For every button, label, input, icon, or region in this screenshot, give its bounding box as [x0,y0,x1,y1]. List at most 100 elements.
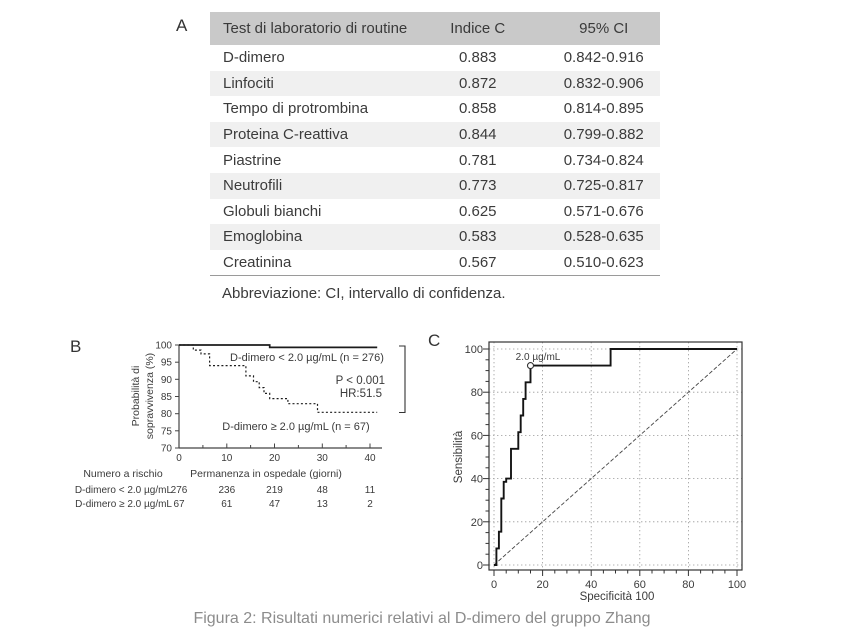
km-x-axis-title: Permanenza in ospedale (giorni) [190,468,342,480]
km-y-tick-label: 95 [161,358,173,369]
table-row: Piastrine 0.781 0.734-0.824 [210,147,660,173]
table-row: Creatinina 0.567 0.510-0.623 [210,250,660,276]
roc-y-tick-label: 100 [465,344,483,356]
roc-x-tick-label: 40 [585,579,597,591]
table-row: Emoglobina 0.583 0.528-0.635 [210,224,660,250]
km-y-axis-title: sopravvivenza (%) [144,353,156,439]
risk-count: 11 [365,485,376,496]
test-name-cell: Piastrine [223,151,282,169]
table-row: Proteina C-reattiva 0.844 0.799-0.882 [210,121,660,148]
risk-count: 219 [266,485,283,496]
test-name-cell: Neutrofili [223,177,283,195]
roc-y-axis-title: Sensibilità [453,430,465,483]
ci-range-cell: 0.725-0.817 [563,177,644,195]
ci-range-cell: 0.842-0.916 [563,49,644,67]
table-row: Tempo di protrombina 0.858 0.814-0.895 [210,96,660,122]
figure-caption: Figura 2: Risultati numerici relativi al… [193,610,651,627]
ci-range-cell: 0.799-0.882 [563,126,644,144]
ci-range-cell: 0.814-0.895 [563,100,644,118]
risk-count: 2 [367,499,373,510]
roc-x-tick-label: 0 [491,579,497,591]
panel-b-label: B [70,337,82,356]
ci-range-cell: 0.734-0.824 [563,151,644,169]
km-x-tick-label: 30 [317,453,329,464]
table-row: D-dimero 0.883 0.842-0.916 [210,45,660,71]
lab-table-body: D-dimero 0.883 0.842-0.916 Linfociti 0.872 0.… [210,45,660,277]
panel-c-label: C [428,331,441,350]
roc-cutoff-marker [526,362,535,370]
km-x-tick-label: 10 [221,453,233,464]
roc-diagonal-reference [493,348,738,566]
roc-y-tick-label: 80 [471,387,483,399]
km-y-axis-title: Probabilità di [130,366,142,427]
c-index-cell: 0.781 [458,151,497,169]
risk-count: 67 [173,499,185,510]
roc-x-tick-label: 60 [634,579,646,591]
km-y-tick-label: 70 [161,444,173,455]
test-name-cell: Tempo di protrombina [223,100,369,118]
c-index-cell: 0.844 [458,126,497,144]
roc-cutoff-label: 2.0 µg/mL [516,352,561,363]
roc-y-tick-label: 40 [471,474,483,486]
km-p-value: P < 0.001 [336,375,385,387]
km-comparison-bracket [399,345,406,414]
col-header-ci: 95% CI [579,20,629,37]
km-x-tick-label: 20 [269,453,281,464]
col-header-test: Test di laboratorio di routine [223,20,408,37]
km-series-label-low: D-dimero < 2.0 µg/mL (n = 276) [230,352,384,364]
km-y-tick-label: 100 [155,341,172,352]
roc-y-tick-label: 60 [471,430,483,442]
table-footnote: Abbreviazione: CI, intervallo di confide… [222,285,506,302]
table-row: Globuli bianchi 0.625 0.571-0.676 [210,199,660,225]
km-y-tick-label: 75 [161,426,173,437]
risk-table-title: Numero a rischio [83,468,163,480]
roc-x-axis-title: Specificità 100 [580,591,655,602]
roc-x-tick-label: 80 [682,579,694,591]
km-y-tick-label: 90 [161,375,173,386]
ci-range-cell: 0.832-0.906 [563,74,644,92]
km-x-tick-label: 0 [176,453,182,464]
roc-curve [494,348,737,566]
test-name-cell: Emoglobina [223,228,303,246]
roc-x-tick-label: 100 [728,579,746,591]
risk-count: 236 [218,485,235,496]
col-header-c-index: Indice C [450,20,506,37]
roc-y-tick-label: 0 [477,560,483,572]
lab-table-header-row: Test di laboratorio di routine Indice C … [210,12,660,45]
c-index-cell: 0.567 [458,254,497,272]
test-name-cell: Linfociti [223,74,274,92]
test-name-cell: Globuli bianchi [223,202,322,220]
table-row: Linfociti 0.872 0.832-0.906 [210,70,660,97]
c-index-cell: 0.872 [458,74,497,92]
c-index-cell: 0.883 [458,49,497,67]
lab-results-table: Test di laboratorio di routine Indice C … [210,12,660,277]
risk-count: 13 [317,499,329,510]
ci-range-cell: 0.571-0.676 [563,202,644,220]
km-series-label-high: D-dimero ≥ 2.0 µg/mL (n = 67) [222,421,369,433]
risk-count: 47 [269,499,281,510]
risk-row-label: D-dimero < 2.0 µg/mL [75,485,173,496]
c-index-cell: 0.583 [458,228,497,246]
ci-range-cell: 0.528-0.635 [563,228,644,246]
km-hazard-ratio: HR:51.5 [340,388,382,400]
km-curve-low-ddimer [179,344,378,349]
km-y-tick-label: 80 [161,409,173,420]
km-curve-high-ddimer [179,344,378,413]
km-x-tick-label: 40 [364,453,376,464]
panel-a-label: A [176,16,188,35]
roc-y-tick-label: 20 [471,517,483,529]
roc-x-tick-label: 20 [536,579,548,591]
c-index-cell: 0.625 [458,202,497,220]
km-y-tick-label: 85 [161,392,173,403]
ci-range-cell: 0.510-0.623 [563,254,644,272]
test-name-cell: Proteina C-reattiva [223,126,349,144]
table-row: Neutrofili 0.773 0.725-0.817 [210,172,660,199]
roc-chart: 0 20 40 60 80 100 0 20 40 60 80 100 Sensibilità Speci… [453,341,746,602]
c-index-cell: 0.773 [458,177,497,195]
risk-count: 276 [171,485,188,496]
risk-count: 61 [221,499,233,510]
test-name-cell: D-dimero [223,49,285,67]
risk-count: 48 [317,485,329,496]
test-name-cell: Creatinina [223,254,292,272]
